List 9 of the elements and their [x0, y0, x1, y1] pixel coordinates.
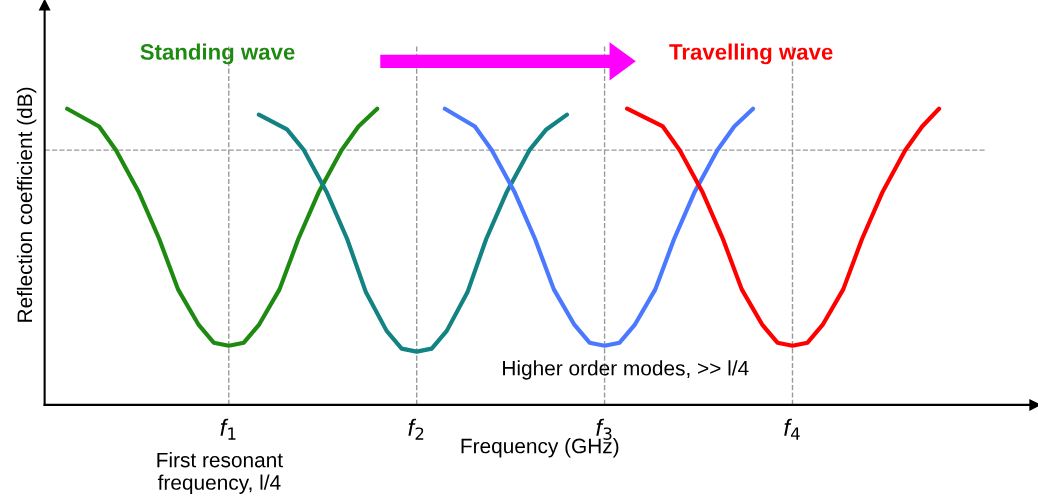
text: Standing wave [140, 43, 295, 65]
x-tick-label: f$_{4}$ [784, 418, 800, 440]
y-axis-title: Reflection coefficient (dB) [16, 87, 37, 322]
annotation: Higher order modes, >> l/4 [503, 360, 749, 380]
x-tick-label: f$_{2}$ [408, 418, 424, 440]
x-axis-title: Frequency (GHz) [461, 438, 619, 458]
text: First resonant frequency, l/4 [157, 452, 283, 494]
x-tick-label: f$_{1}$ [220, 418, 236, 440]
text: Travelling wave [669, 43, 833, 65]
